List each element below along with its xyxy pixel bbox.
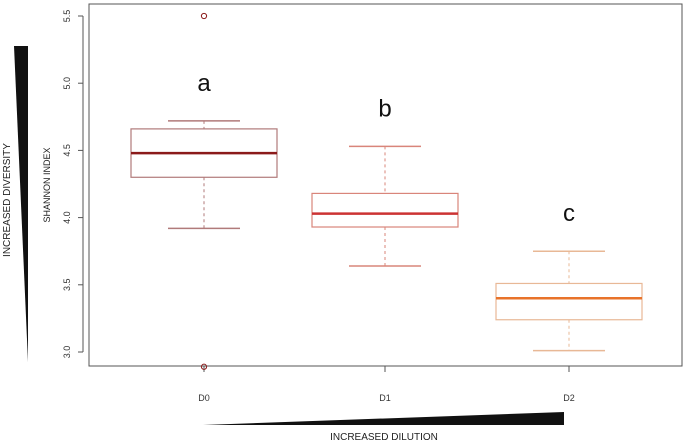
diversity-wedge xyxy=(14,46,28,362)
y-axis-title: SHANNON INDEX xyxy=(42,147,52,222)
outlier-point xyxy=(200,363,208,370)
x-tick-label: D2 xyxy=(563,393,575,403)
x-tick-label: D0 xyxy=(198,393,210,403)
y-tick-label: 3.5 xyxy=(62,279,72,292)
y-tick-label: 5.0 xyxy=(62,77,72,90)
box-d1: b xyxy=(311,95,459,267)
bottom-wedge-label: INCREASED DILUTION xyxy=(330,432,438,443)
y-tick-label: 4.0 xyxy=(62,211,72,224)
iqr-box xyxy=(495,282,643,321)
significance-letter: a xyxy=(197,70,211,97)
x-tick-label: D1 xyxy=(379,393,391,403)
y-tick-label: 3.0 xyxy=(62,346,72,359)
significance-letter: c xyxy=(563,200,575,227)
box-d0: a xyxy=(130,12,278,370)
significance-letter: b xyxy=(378,95,391,122)
dilution-wedge xyxy=(203,412,564,425)
box-d2: c xyxy=(495,200,643,352)
outlier-point xyxy=(200,12,208,20)
iqr-box xyxy=(311,192,459,228)
y-tick-label: 5.5 xyxy=(62,10,72,23)
left-wedge-label: INCREASED DIVERSITY xyxy=(2,143,13,257)
y-tick-label: 4.5 xyxy=(62,144,72,157)
